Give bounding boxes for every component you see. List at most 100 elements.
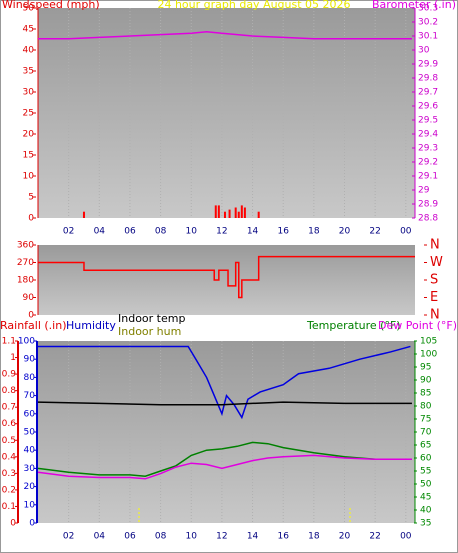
x-tick-label: 06: [124, 532, 136, 542]
y-tick-label: 270: [17, 258, 34, 268]
x-tick-label: 16: [277, 532, 289, 542]
plot-area: [38, 8, 415, 218]
y-tick-label: 35: [420, 519, 431, 529]
y-tick-label: 50: [24, 428, 36, 438]
y-tick-label: 35: [23, 67, 34, 77]
series-line: [38, 31, 412, 40]
y-tick-label: W: [430, 255, 443, 270]
y-tick-label: 360: [17, 241, 34, 251]
x-tick-label: 12: [216, 532, 227, 542]
y-tick-label: 20: [23, 130, 35, 140]
y-tick-label: 15: [23, 151, 34, 161]
y-tick-label: 80: [420, 402, 432, 412]
y-tick-label: 20: [24, 482, 36, 492]
x-tick-label: 18: [308, 227, 320, 237]
x-tick-label: 14: [247, 227, 259, 237]
x-tick-label: 10: [186, 532, 198, 542]
y-tick-label: 29.9: [418, 60, 438, 70]
y-tick-label: 0: [10, 519, 16, 529]
y-tick-label: N: [430, 308, 440, 323]
y-tick-label: 28.8: [418, 214, 438, 224]
y-tick-label: 0.9: [2, 370, 17, 380]
legend-label: Indoor temp: [118, 312, 185, 325]
y-tick-label: 29.7: [418, 88, 438, 98]
y-tick-label: 10: [23, 172, 35, 182]
y-tick-label: 30: [24, 464, 36, 474]
y-tick-label: 50: [23, 4, 35, 14]
y-tick-label: 40: [420, 506, 432, 516]
legend-label: Dew Point (°F): [378, 319, 457, 332]
axis-title: Windspeed (mph): [2, 0, 100, 11]
y-tick-label: 0.8: [2, 386, 17, 396]
y-tick-label: 29.4: [418, 130, 438, 140]
y-tick-label: 45: [23, 25, 34, 35]
x-tick-label: 12: [216, 227, 227, 237]
x-tick-label: 04: [94, 532, 106, 542]
y-tick-label: 90: [24, 355, 36, 365]
y-tick-label: 0: [29, 519, 35, 529]
y-tick-label: 45: [420, 493, 431, 503]
y-tick-label: 180: [17, 276, 34, 286]
plot-area: [38, 341, 415, 523]
y-tick-label: 10: [24, 500, 36, 510]
y-tick-label: 29.5: [418, 116, 438, 126]
x-tick-label: 00: [400, 532, 412, 542]
y-tick-label: 55: [420, 467, 431, 477]
y-tick-label: 80: [24, 373, 36, 383]
x-tick-label: 14: [247, 532, 259, 542]
y-tick-label: 30.2: [418, 18, 438, 28]
legend-label: Temperature (°F): [306, 319, 401, 332]
x-tick-label: 00: [400, 227, 412, 237]
x-tick-label: 08: [155, 532, 167, 542]
y-tick-label: N: [430, 238, 440, 253]
y-tick-label: 85: [420, 389, 431, 399]
x-tick-label: 20: [339, 227, 351, 237]
y-tick-label: 29: [418, 186, 430, 196]
y-tick-label: 5: [28, 193, 34, 203]
y-tick-label: 0.6: [2, 419, 17, 429]
series-line: [38, 345, 411, 420]
y-tick-label: 29.2: [418, 158, 438, 168]
y-tick-label: 30: [23, 88, 35, 98]
series-line: [37, 441, 412, 477]
y-tick-label: 75: [420, 415, 431, 425]
y-tick-label: 29.6: [418, 102, 438, 112]
x-tick-label: 02: [63, 227, 74, 237]
x-tick-label: 08: [155, 227, 167, 237]
y-tick-label: 1: [10, 353, 16, 363]
y-tick-label: 40: [23, 46, 35, 56]
y-tick-label: 90: [420, 376, 432, 386]
y-tick-label: 100: [420, 350, 437, 360]
x-tick-label: 22: [369, 227, 380, 237]
y-tick-label: 95: [420, 363, 431, 373]
y-tick-label: 70: [420, 428, 432, 438]
y-tick-label: 25: [23, 109, 34, 119]
x-tick-label: 02: [63, 532, 74, 542]
y-tick-label: S: [430, 273, 438, 288]
y-tick-label: 1.1: [2, 337, 16, 347]
y-tick-label: E: [430, 290, 438, 305]
y-tick-label: 0.7: [2, 403, 16, 413]
y-tick-label: 30: [418, 46, 430, 56]
y-tick-label: 0.5: [2, 436, 16, 446]
y-tick-label: 40: [24, 446, 36, 456]
series-line: [37, 454, 412, 480]
x-tick-label: 06: [124, 227, 136, 237]
y-tick-label: 0: [28, 311, 34, 321]
y-tick-label: 0: [28, 214, 34, 224]
y-tick-label: 70: [24, 391, 36, 401]
y-tick-label: 0.2: [2, 485, 16, 495]
x-tick-label: 22: [369, 532, 380, 542]
chart-title: 24 hour graph day August 05 2026: [157, 0, 350, 11]
series-line: [37, 401, 412, 406]
y-tick-label: 105: [420, 337, 437, 347]
y-tick-label: 100: [18, 337, 35, 347]
y-tick-label: 29.8: [418, 74, 438, 84]
x-tick-label: 10: [186, 227, 198, 237]
axis-title: Barometer (.in): [372, 0, 456, 11]
legend-label: Humidity: [66, 319, 116, 332]
y-tick-label: 60: [24, 409, 36, 419]
y-tick-label: 30.3: [418, 4, 438, 14]
y-tick-label: 0.3: [2, 469, 16, 479]
